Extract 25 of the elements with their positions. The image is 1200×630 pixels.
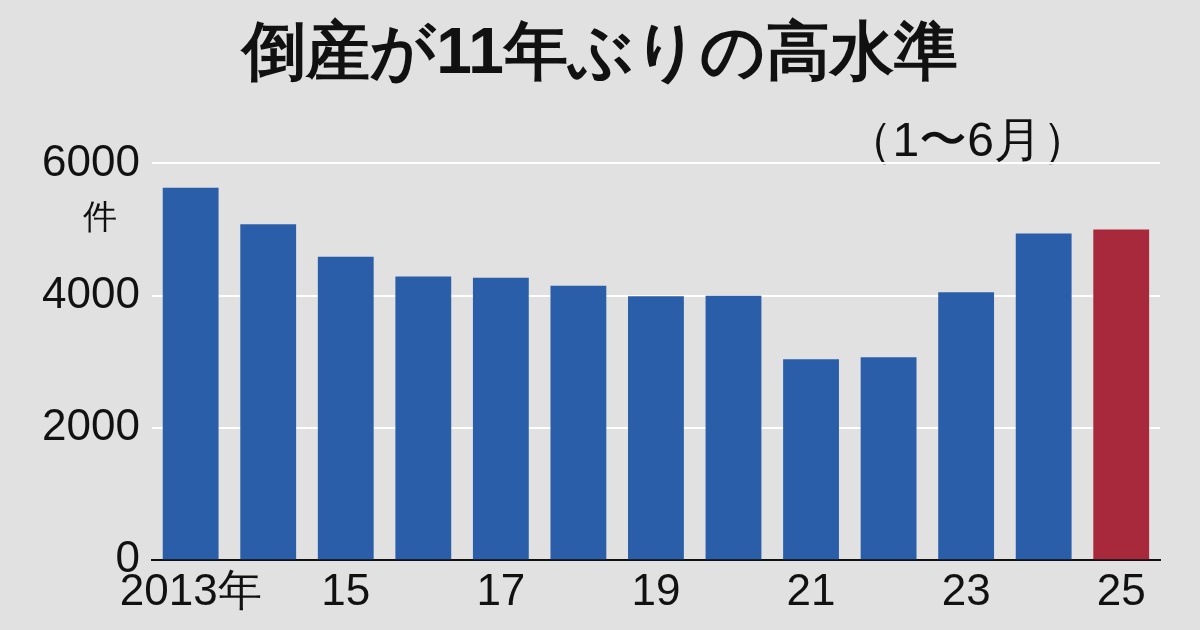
bar	[628, 296, 684, 560]
bar	[395, 276, 452, 560]
y-tick-label: 6000	[41, 135, 140, 185]
bar	[240, 224, 297, 560]
bar	[472, 277, 529, 560]
bar	[705, 295, 762, 560]
bar	[162, 187, 219, 560]
bar	[550, 285, 607, 560]
bar	[317, 256, 374, 560]
x-tick-label: 15	[321, 564, 371, 614]
chart-title: 倒産が11年ぶりの高水準	[239, 14, 959, 89]
x-tick-label: 25	[1096, 564, 1146, 614]
x-tick-label: 21	[786, 564, 836, 614]
chart-subtitle: （1〜6月）	[844, 112, 1090, 168]
x-tick-label: 23	[941, 564, 991, 614]
bar	[783, 359, 839, 560]
y-tick-label: 4000	[41, 267, 140, 317]
bar	[1093, 229, 1150, 560]
bar	[1015, 233, 1072, 560]
x-tick-label: 19	[631, 564, 681, 614]
bar	[938, 292, 995, 560]
bar	[860, 357, 917, 560]
x-tick-label: 17	[476, 564, 526, 614]
y-tick-label: 2000	[41, 400, 140, 450]
y-axis-title: 件	[83, 196, 117, 235]
